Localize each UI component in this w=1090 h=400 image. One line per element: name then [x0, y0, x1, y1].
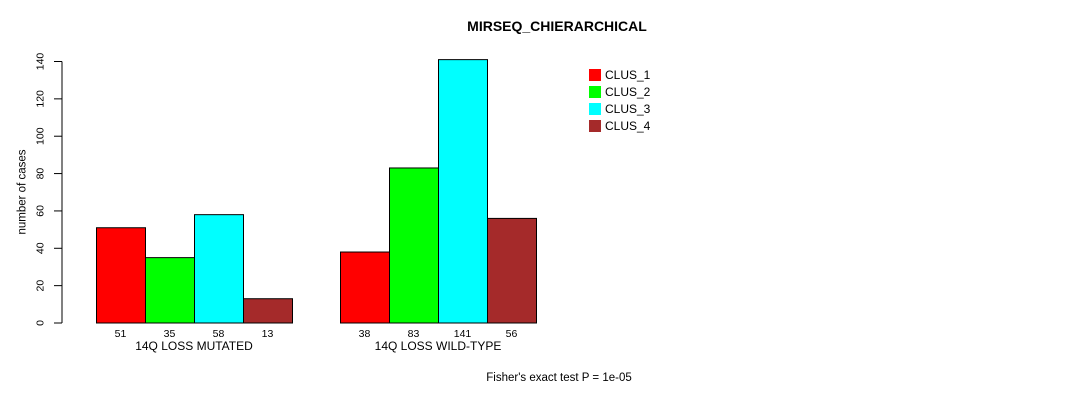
y-axis: 0 20 40 60 80 100 120 140	[35, 53, 63, 326]
bar-value-clus-4-14q-loss-mutated: 13	[262, 328, 274, 340]
bar-value-clus-3-14q-loss-mutated: 58	[213, 328, 225, 340]
legend-swatch-clus-3	[589, 103, 601, 115]
footnote: Fisher's exact test P = 1e-05	[486, 372, 632, 384]
bar-clus-3-14q-loss-wild-type	[438, 59, 488, 324]
legend: CLUS_1 CLUS_2 CLUS_3 CLUS_4	[589, 68, 651, 133]
legend-label-clus-2: CLUS_2	[605, 85, 651, 99]
y-axis-title: number of cases	[17, 149, 29, 234]
legend-label-clus-3: CLUS_3	[605, 102, 651, 116]
bars	[96, 59, 537, 324]
bar-value-clus-3-14q-loss-wild-type: 141	[454, 328, 472, 340]
legend-swatch-clus-4	[589, 120, 601, 132]
bar-clus-3-14q-loss-mutated	[194, 214, 244, 324]
bar-value-clus-2-14q-loss-mutated: 35	[164, 328, 176, 340]
legend-label-clus-4: CLUS_4	[605, 119, 651, 133]
y-tick-label-140: 140	[35, 53, 47, 71]
bar-clus-4-14q-loss-mutated	[243, 298, 293, 324]
y-tick-label-80: 80	[35, 168, 47, 180]
bar-clus-1-14q-loss-wild-type	[340, 251, 390, 324]
y-tick-label-40: 40	[35, 242, 47, 254]
bar-clus-2-14q-loss-wild-type	[389, 167, 439, 324]
bar-value-clus-1-14q-loss-mutated: 51	[115, 328, 127, 340]
bar-value-labels: 51 35 58 13 38 83 141 56	[115, 328, 518, 340]
bar-clus-2-14q-loss-mutated	[145, 257, 195, 324]
group-label-wild-type: 14Q LOSS WILD-TYPE	[375, 339, 502, 353]
bar-value-clus-4-14q-loss-wild-type: 56	[506, 328, 518, 340]
y-tick-label-20: 20	[35, 280, 47, 292]
legend-swatch-clus-1	[589, 69, 601, 81]
bar-value-clus-1-14q-loss-wild-type: 38	[359, 328, 371, 340]
y-tick-label-100: 100	[35, 127, 47, 145]
bar-clus-4-14q-loss-wild-type	[487, 217, 537, 324]
bar-clus-1-14q-loss-mutated	[96, 227, 146, 324]
legend-label-clus-1: CLUS_1	[605, 68, 651, 82]
legend-swatch-clus-2	[589, 86, 601, 98]
y-tick-label-0: 0	[35, 320, 47, 326]
y-tick-label-120: 120	[35, 90, 47, 108]
group-label-mutated: 14Q LOSS MUTATED	[135, 339, 253, 353]
bar-value-clus-2-14q-loss-wild-type: 83	[408, 328, 420, 340]
chart-title: MIRSEQ_CHIERARCHICAL	[467, 18, 647, 34]
y-tick-label-60: 60	[35, 205, 47, 217]
